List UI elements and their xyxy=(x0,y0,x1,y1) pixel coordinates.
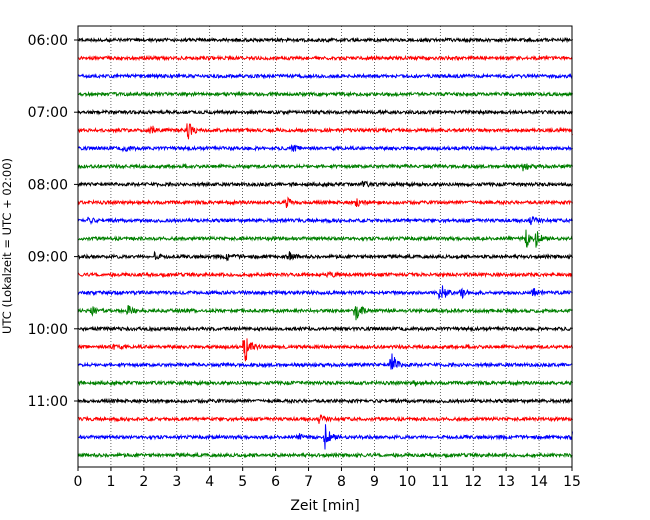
y-tick-label: 09:00 xyxy=(28,250,68,266)
trace-line xyxy=(77,229,573,248)
x-tick-label: 9 xyxy=(370,474,379,490)
trace-line xyxy=(77,305,573,321)
y-tick-label: 07:00 xyxy=(28,105,68,121)
x-tick-label: 8 xyxy=(337,474,346,490)
x-tick-label: 14 xyxy=(530,474,548,490)
trace-line xyxy=(77,424,573,450)
trace-line xyxy=(77,90,573,98)
trace-line xyxy=(77,270,573,279)
trace-line xyxy=(77,250,573,262)
x-tick-label: 2 xyxy=(139,474,148,490)
y-tick-label: 11:00 xyxy=(28,394,68,410)
trace-line xyxy=(77,72,573,80)
trace-line xyxy=(77,180,573,188)
x-tick-label: 10 xyxy=(398,474,416,490)
x-tick-label: 3 xyxy=(172,474,181,490)
y-axis-label: UTC (Lokalzeit = UTC + 02:00) xyxy=(0,158,14,334)
x-tick-label: 4 xyxy=(205,474,214,490)
x-axis-label: Zeit [min] xyxy=(290,498,359,514)
x-tick-label: 13 xyxy=(497,474,515,490)
x-tick-label: 15 xyxy=(563,474,581,490)
y-tick-label: 06:00 xyxy=(28,33,68,49)
trace-line xyxy=(77,338,573,362)
x-tick-label: 11 xyxy=(431,474,449,490)
trace-line xyxy=(77,108,573,116)
x-tick-label: 5 xyxy=(238,474,247,490)
y-tick-label: 10:00 xyxy=(28,322,68,338)
x-tick-label: 12 xyxy=(464,474,482,490)
y-tick-label: 08:00 xyxy=(28,177,68,193)
x-tick-label: 0 xyxy=(74,474,83,490)
trace-line xyxy=(77,196,573,209)
trace-line xyxy=(77,325,573,333)
trace-line xyxy=(77,285,573,300)
y-axis-ticks: 06:00 07:00 08:00 09:00 10:00 11:00 xyxy=(28,33,78,410)
x-tick-label: 7 xyxy=(304,474,313,490)
trace-line xyxy=(77,215,573,226)
trace-line xyxy=(77,54,573,62)
trace-line xyxy=(77,353,573,370)
x-tick-label: 1 xyxy=(106,474,115,490)
x-axis-ticks: 0 1 2 3 4 5 6 7 8 9 10 11 12 13 14 15 xyxy=(74,467,581,490)
trace-line xyxy=(77,143,573,153)
trace-line xyxy=(77,162,573,172)
trace-line xyxy=(77,414,573,424)
trace-line xyxy=(77,397,573,405)
trace-line xyxy=(77,36,573,44)
plot-frame xyxy=(77,25,573,468)
trace-line xyxy=(77,379,573,387)
trace-line xyxy=(77,451,573,459)
trace-line xyxy=(77,123,573,140)
traces xyxy=(77,36,573,459)
x-tick-label: 6 xyxy=(271,474,280,490)
